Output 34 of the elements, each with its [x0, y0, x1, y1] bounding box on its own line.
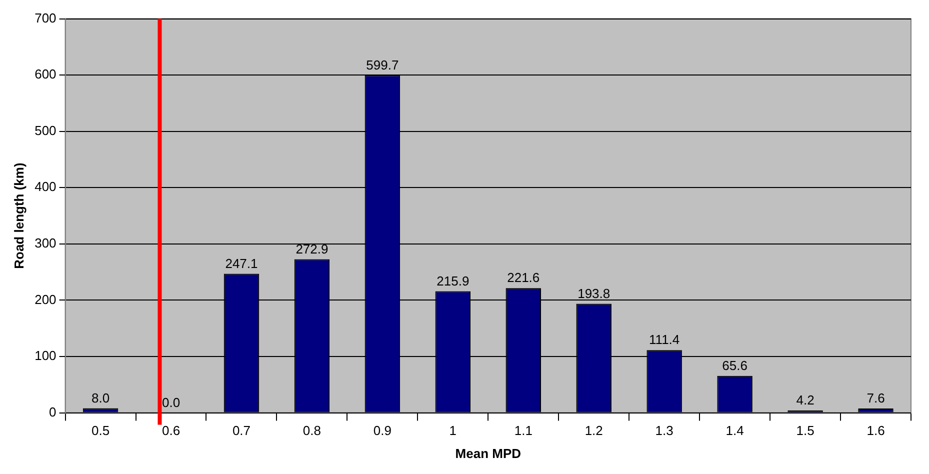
data-label: 7.6 — [866, 390, 885, 406]
x-tick-label: 1.5 — [796, 423, 814, 438]
x-tick-label: 0.8 — [302, 423, 321, 438]
x-axis-title: Mean MPD — [455, 446, 522, 461]
data-label: 111.4 — [649, 332, 680, 348]
y-tick-label: 400 — [34, 179, 56, 194]
y-tick-label: 0 — [49, 404, 56, 420]
data-label: 247.1 — [225, 256, 258, 271]
data-label: 65.6 — [722, 358, 748, 373]
x-tick-label: 1.6 — [866, 423, 885, 438]
data-label: 0.0 — [162, 394, 180, 410]
x-tick-label: 0.6 — [162, 423, 180, 438]
data-label: 4.2 — [796, 392, 814, 408]
x-tick-label: 1 — [449, 423, 457, 438]
x-tick-label: 0.9 — [373, 423, 392, 438]
data-label: 272.9 — [296, 241, 328, 256]
data-label: 215.9 — [436, 273, 470, 288]
x-tick-label: 0.5 — [91, 423, 110, 438]
data-label: 8.0 — [91, 390, 110, 406]
y-tick-label: 500 — [34, 122, 56, 138]
y-tick-label: 300 — [34, 236, 56, 251]
y-axis-title: Road length (km) — [11, 162, 26, 269]
x-tick-label: 0.7 — [232, 423, 251, 438]
y-tick-label: 700 — [34, 10, 56, 26]
x-tick-label: 1.2 — [584, 423, 603, 438]
y-tick-label: 200 — [34, 292, 56, 307]
y-tick-label: 100 — [34, 348, 56, 364]
y-tick-label: 600 — [34, 66, 56, 82]
data-label: 193.8 — [578, 286, 610, 301]
x-tick-label: 1.3 — [655, 423, 674, 438]
x-tick-label: 1.4 — [726, 423, 744, 438]
data-label: 221.6 — [507, 270, 540, 286]
data-label: 599.7 — [366, 57, 399, 72]
x-tick-label: 1.1 — [514, 423, 532, 438]
